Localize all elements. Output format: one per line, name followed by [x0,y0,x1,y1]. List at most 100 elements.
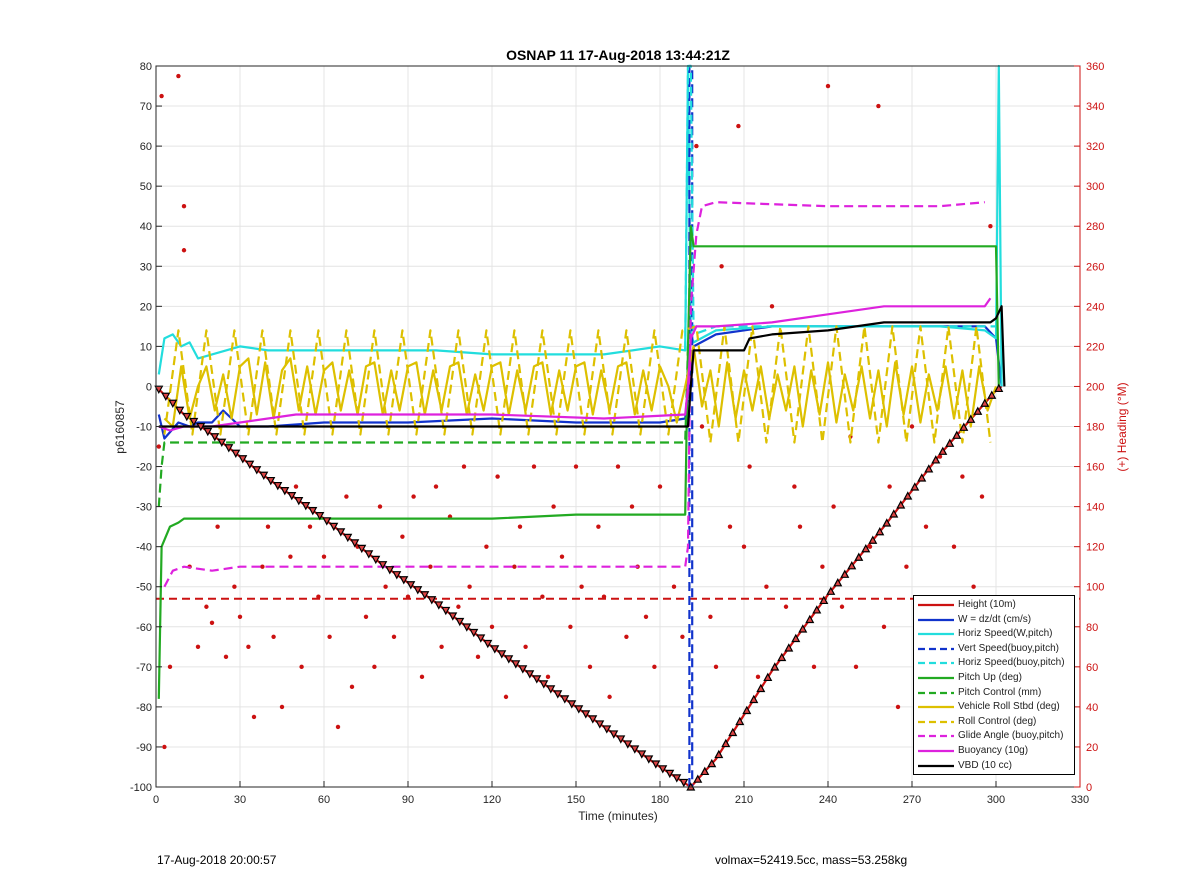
heading-point [327,634,332,639]
heading-point [755,674,761,680]
heading-point [783,604,789,609]
height-marker [966,414,976,423]
height-marker [889,509,899,518]
heading-point [764,584,769,589]
heading-point [419,674,425,680]
height-marker [763,672,773,682]
height-marker [161,392,171,402]
height-marker [630,745,640,754]
heading-point [708,614,713,619]
y-left-tick-label: -30 [136,502,152,514]
y-right-tick-label: 120 [1086,542,1104,554]
heading-point [181,248,187,253]
heading-point [579,584,584,589]
heading-point [601,594,607,599]
x-tick-label: 30 [234,794,246,806]
height-marker [266,476,276,486]
y-left-tick-label: 30 [140,261,152,273]
heading-point [615,464,621,469]
height-marker [826,586,836,595]
height-marker [532,675,542,684]
height-marker [392,571,402,580]
height-marker [462,623,472,632]
heading-point [335,724,341,730]
heading-point [391,634,397,639]
heading-point [156,444,161,449]
y-left-tick-label: 50 [140,181,152,193]
height-marker [210,433,220,442]
heading-point [769,304,775,309]
y-left-tick-label: 0 [146,381,152,393]
height-marker [553,690,563,699]
height-marker [357,544,367,554]
chart-title: OSNAP 11 17-Aug-2018 13:44:21Z [506,47,730,63]
heading-point [629,504,635,509]
heading-point [881,624,887,629]
heading-point [251,714,257,720]
legend-label: Glide Angle (buoy,pitch) [958,730,1064,742]
height-marker [574,705,584,714]
height-marker [448,612,458,621]
y-left-tick-label: -60 [136,622,152,634]
heading-point [372,664,377,670]
heading-point [316,594,321,599]
legend-swatch [918,706,954,709]
y-left-tick-label: 40 [140,221,152,233]
height-marker [784,643,794,652]
heading-point [545,674,551,680]
y-right-tick-label: 300 [1086,181,1104,193]
height-marker [707,758,717,768]
height-marker [469,628,479,638]
height-marker [861,544,871,553]
heading-point [400,534,405,539]
height-marker [637,750,647,759]
height-marker [735,716,745,726]
heading-point [162,744,167,750]
height-marker [798,624,808,633]
series-line-roll-control-deg [163,325,992,444]
height-marker [588,715,598,724]
x-tick-layer: 0 30 60 90 120 150 180 210 240 270 300 330 [153,781,1089,806]
y-left-tick-label: -80 [136,702,152,714]
heading-point [223,654,229,660]
heading-point [237,614,243,619]
series-line-horiz-speed-w-pitch [157,64,1003,387]
height-marker [840,569,850,578]
legend-label: Horiz Speed(buoy,pitch) [958,657,1065,669]
height-marker-layer [154,383,1004,791]
height-marker [497,650,507,659]
heading-point [531,464,537,469]
heading-point [523,644,528,650]
height-marker [539,680,549,689]
series-line-vbd-10-cc [158,305,1006,428]
x-tick-label: 120 [483,794,501,806]
heading-point [694,143,699,149]
heading-point [680,634,685,639]
y-right-tick-label: 360 [1086,61,1104,73]
height-marker [420,591,430,600]
y-right-tick-label: 140 [1086,502,1104,514]
height-marker [847,561,857,570]
y-axis-left-label: p6160857 [113,400,127,454]
y-right-tick-layer: 3603403203002802602402202001801601401201… [1074,61,1104,794]
y-right-tick-label: 340 [1086,101,1104,113]
heading-point [573,464,579,469]
heading-point [176,73,181,79]
legend-item: W = dz/dt (cm/s) [914,613,1074,627]
heading-point [596,524,601,529]
series-line-pitch-control-mm [157,346,690,507]
y-left-tick-label: -100 [130,782,152,794]
height-marker [952,430,962,439]
legend-item: Vehicle Roll Stbd (deg) [914,700,1074,714]
heading-point [699,424,705,429]
legend-item: Roll Control (deg) [914,715,1074,729]
height-marker [168,399,178,409]
heading-point [260,564,265,569]
height-marker [504,655,514,664]
x-tick-label: 180 [651,794,669,806]
height-marker [406,581,416,590]
x-tick-label: 270 [903,794,921,806]
heading-point [405,594,411,599]
y-axis-right-label: (+) Heading (°M) [1115,382,1129,471]
height-marker [245,460,255,470]
